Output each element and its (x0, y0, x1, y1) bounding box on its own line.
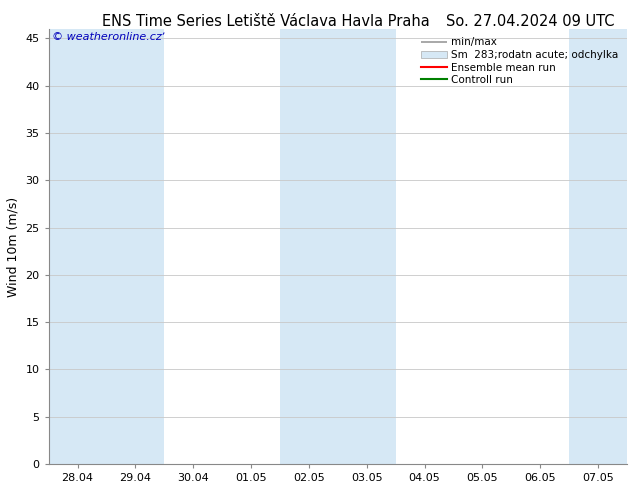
Text: So. 27.04.2024 09 UTC: So. 27.04.2024 09 UTC (446, 14, 615, 29)
Bar (338, 29, 396, 464)
Bar (107, 29, 164, 464)
Text: ENS Time Series Letiště Václava Havla Praha: ENS Time Series Letiště Václava Havla Pr… (103, 14, 430, 29)
Bar (49, 29, 107, 464)
Legend: min/max, Sm  283;rodatn acute; odchylka, Ensemble mean run, Controll run: min/max, Sm 283;rodatn acute; odchylka, … (418, 34, 622, 88)
Y-axis label: Wind 10m (m/s): Wind 10m (m/s) (7, 196, 20, 296)
Bar (280, 29, 338, 464)
Bar (569, 29, 627, 464)
Text: © weatheronline.czʼ: © weatheronline.czʼ (51, 32, 165, 43)
